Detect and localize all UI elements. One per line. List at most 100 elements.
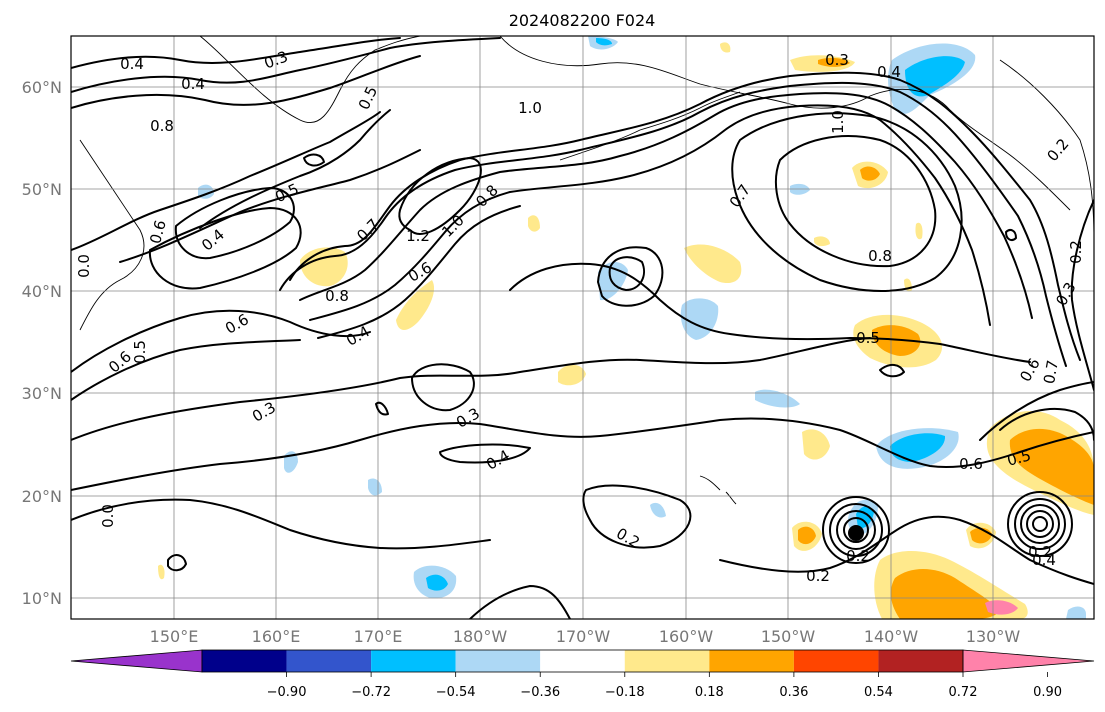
longitude-labels: 150°E 160°E 170°E 180°W 170°W 160°W 150°W 140°W… (150, 627, 1021, 646)
contour-label: 0.8 (150, 117, 174, 135)
map-frame (70, 35, 1095, 620)
svg-text:0.2: 0.2 (1067, 240, 1085, 264)
shade-patch (860, 166, 880, 181)
longitude-tick-label: 180°W (453, 627, 508, 646)
contour-label: 0.5 (856, 329, 880, 347)
contour-label: 0.8 (325, 287, 349, 305)
contour-label: 0.2 (846, 547, 870, 565)
contour-label: 0.2 (1028, 543, 1052, 561)
colorbar-outline (201, 649, 964, 673)
contour-line (719, 515, 1094, 585)
shade-patch (650, 502, 666, 518)
colorbar-tick-label: −0.72 (351, 685, 391, 700)
shade-patch (1066, 606, 1086, 619)
contour-line (174, 187, 295, 260)
colorbar-tick-label: −0.18 (605, 685, 645, 700)
contour-label: 0.2 (1067, 240, 1085, 264)
colorbar-tick-label: 0.90 (1033, 685, 1062, 700)
contour-line (979, 381, 1094, 441)
contour-label: 0.4 (1032, 551, 1056, 569)
contour-line (411, 363, 475, 412)
contour-line (774, 135, 937, 268)
contour-label: 1.2 (406, 227, 430, 245)
longitude-tick-label: 170°W (556, 627, 611, 646)
contour-label: 0.7 (1040, 359, 1062, 386)
colorbar-tick-label: −0.54 (436, 685, 476, 700)
contour-line (1020, 504, 1060, 544)
contour-line (289, 71, 1081, 361)
shade-patch (596, 38, 612, 46)
svg-text:1.0: 1.0 (829, 110, 847, 134)
contour-label: 0.5 (1005, 446, 1033, 470)
svg-text:0.3: 0.3 (825, 51, 849, 69)
contour-line (1070, 199, 1094, 391)
contour-line (999, 407, 1094, 441)
colorbar-segment (202, 650, 287, 672)
latitude-tick-label: 50°N (22, 180, 62, 199)
svg-text:0.2: 0.2 (806, 567, 830, 585)
colorbar-tick-label: −0.90 (267, 685, 307, 700)
contour-line (829, 503, 883, 557)
colorbar-extend-left (70, 649, 203, 673)
contour-line (71, 111, 381, 251)
shade-patch (905, 56, 965, 97)
contour-label: 0.4 (877, 63, 901, 81)
shade-patch (158, 564, 165, 580)
colorbar-tick-label: 0.72 (949, 685, 978, 700)
contour-label: 0.6 (146, 218, 170, 246)
contour-label: 0.0 (75, 254, 93, 278)
shade-patch (915, 222, 923, 240)
gridlines (71, 36, 1094, 619)
latitude-tick-label: 20°N (22, 487, 62, 506)
contour-line (167, 554, 187, 572)
latitude-tick-label: 60°N (22, 78, 62, 97)
svg-text:0.0: 0.0 (75, 254, 93, 278)
coastline-aleutians (559, 91, 741, 161)
colorbar-segment (540, 650, 625, 672)
svg-text:0.8: 0.8 (868, 247, 892, 265)
cyclone-center-dot (848, 525, 864, 541)
latitude-labels: 60°N 50°N 40°N 30°N 20°N 10°N (22, 78, 62, 608)
latitude-tick-label: 30°N (22, 384, 62, 403)
contour-line (71, 37, 501, 93)
shade-patch (426, 574, 448, 591)
colorbar-extend-right (962, 649, 1095, 673)
coastline-alaska (499, 36, 1071, 211)
contour-line (71, 417, 1094, 491)
colorbar-tick-label: −0.36 (520, 685, 560, 700)
contour-line (299, 92, 1033, 319)
contour-line (71, 55, 421, 109)
shade-patch (684, 244, 742, 284)
svg-text:0.4: 0.4 (181, 75, 205, 93)
contour-line (469, 585, 571, 619)
colorbar-segment (878, 650, 963, 672)
contour-line (582, 484, 692, 549)
shade-patch (814, 236, 830, 247)
svg-text:0.4: 0.4 (877, 63, 901, 81)
shade-patch (890, 569, 1000, 619)
colorbar-segment (624, 650, 710, 672)
svg-text:0.5: 0.5 (856, 329, 880, 347)
shade-patch (558, 364, 586, 386)
map-panel: 0.4 0.3 0.4 0.5 1.0 0.8 0.5 0.4 0.6 0.7 1.2 1.0 0.8 0… (71, 36, 1094, 619)
contour-line (303, 153, 325, 167)
svg-text:1.0: 1.0 (518, 99, 542, 117)
colorbar-segment (709, 650, 794, 672)
shade-patch (396, 280, 435, 330)
contour-label: 0.4 (181, 75, 205, 93)
contour-line (1005, 229, 1017, 241)
svg-text:0.8: 0.8 (325, 287, 349, 305)
contour-line (439, 443, 531, 464)
svg-text:0.5: 0.5 (131, 340, 149, 364)
latitude-tick-label: 10°N (22, 589, 62, 608)
shade-patch (368, 478, 382, 496)
contour-label: 0.6 (959, 455, 983, 473)
contour-line (309, 104, 991, 326)
contour-line (119, 149, 421, 263)
colorbar-segment (455, 650, 541, 672)
shade-patch (720, 42, 731, 53)
contour-line (1014, 498, 1066, 550)
svg-text:0.2: 0.2 (1028, 543, 1052, 561)
contour-label: 0.8 (868, 247, 892, 265)
